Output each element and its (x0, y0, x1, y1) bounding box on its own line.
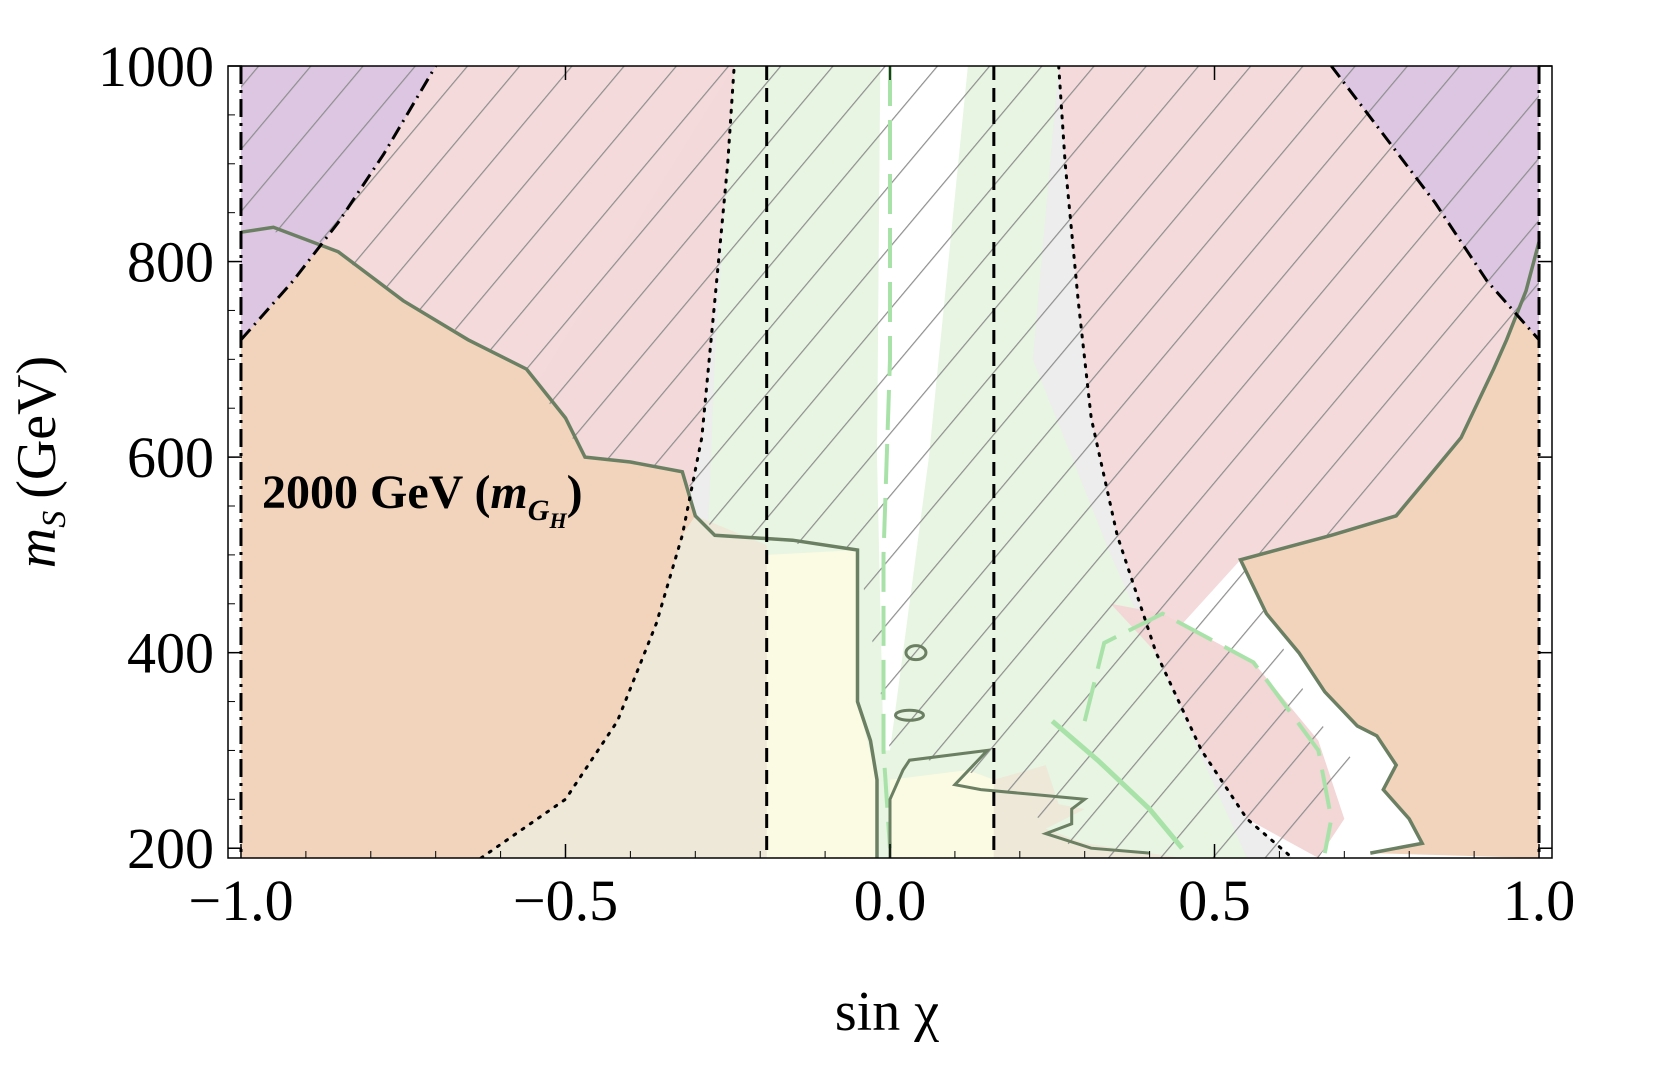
svg-text:mS(GeV): mS(GeV) (6, 356, 73, 569)
x-tick-label: 0.0 (854, 868, 927, 933)
contour-right (1238, 241, 1541, 855)
dotdash-curve-left (239, 66, 437, 341)
region-hatched (241, 66, 1539, 858)
axis-ticks: −1.0 −0.5 0.0 0.5 1.0 200 400 600 800 1000 (98, 34, 1575, 933)
green-dashed-center (881, 66, 892, 849)
y-tick-label: 800 (127, 230, 214, 295)
contour-island-upper (904, 644, 928, 662)
region-beige-left (481, 471, 767, 858)
green-solid-right (1050, 719, 1185, 850)
y-tick-label: 1000 (98, 34, 214, 99)
region-yellow-right (890, 770, 994, 858)
x-tick-label: 1.0 (1503, 868, 1576, 933)
y-axis-title: mS(GeV) (6, 356, 73, 569)
x-tick-label: −0.5 (513, 868, 618, 933)
contour-center-lower (888, 748, 1150, 858)
x-axis-title: sin χ (835, 981, 939, 1043)
region-orange-left (241, 227, 696, 858)
dotdash-curve-right (1330, 66, 1541, 341)
y-tick-label: 600 (127, 425, 214, 490)
y-tick-label: 200 (127, 816, 214, 881)
mass-annotation: 2000 GeV (mGH) (262, 466, 583, 533)
dotted-curve-right (1057, 66, 1294, 858)
green-dashed-right (1082, 611, 1334, 854)
y-tick-label: 400 (127, 621, 214, 686)
region-yellow-left (766, 550, 877, 858)
contour-left (240, 225, 879, 858)
contour-island-lower (893, 708, 925, 722)
x-tick-label: −1.0 (188, 868, 293, 933)
region-orange-right (1240, 242, 1539, 858)
x-tick-label: 0.5 (1178, 868, 1251, 933)
dotted-curve-left (479, 66, 736, 858)
plot-area (228, 66, 1552, 858)
